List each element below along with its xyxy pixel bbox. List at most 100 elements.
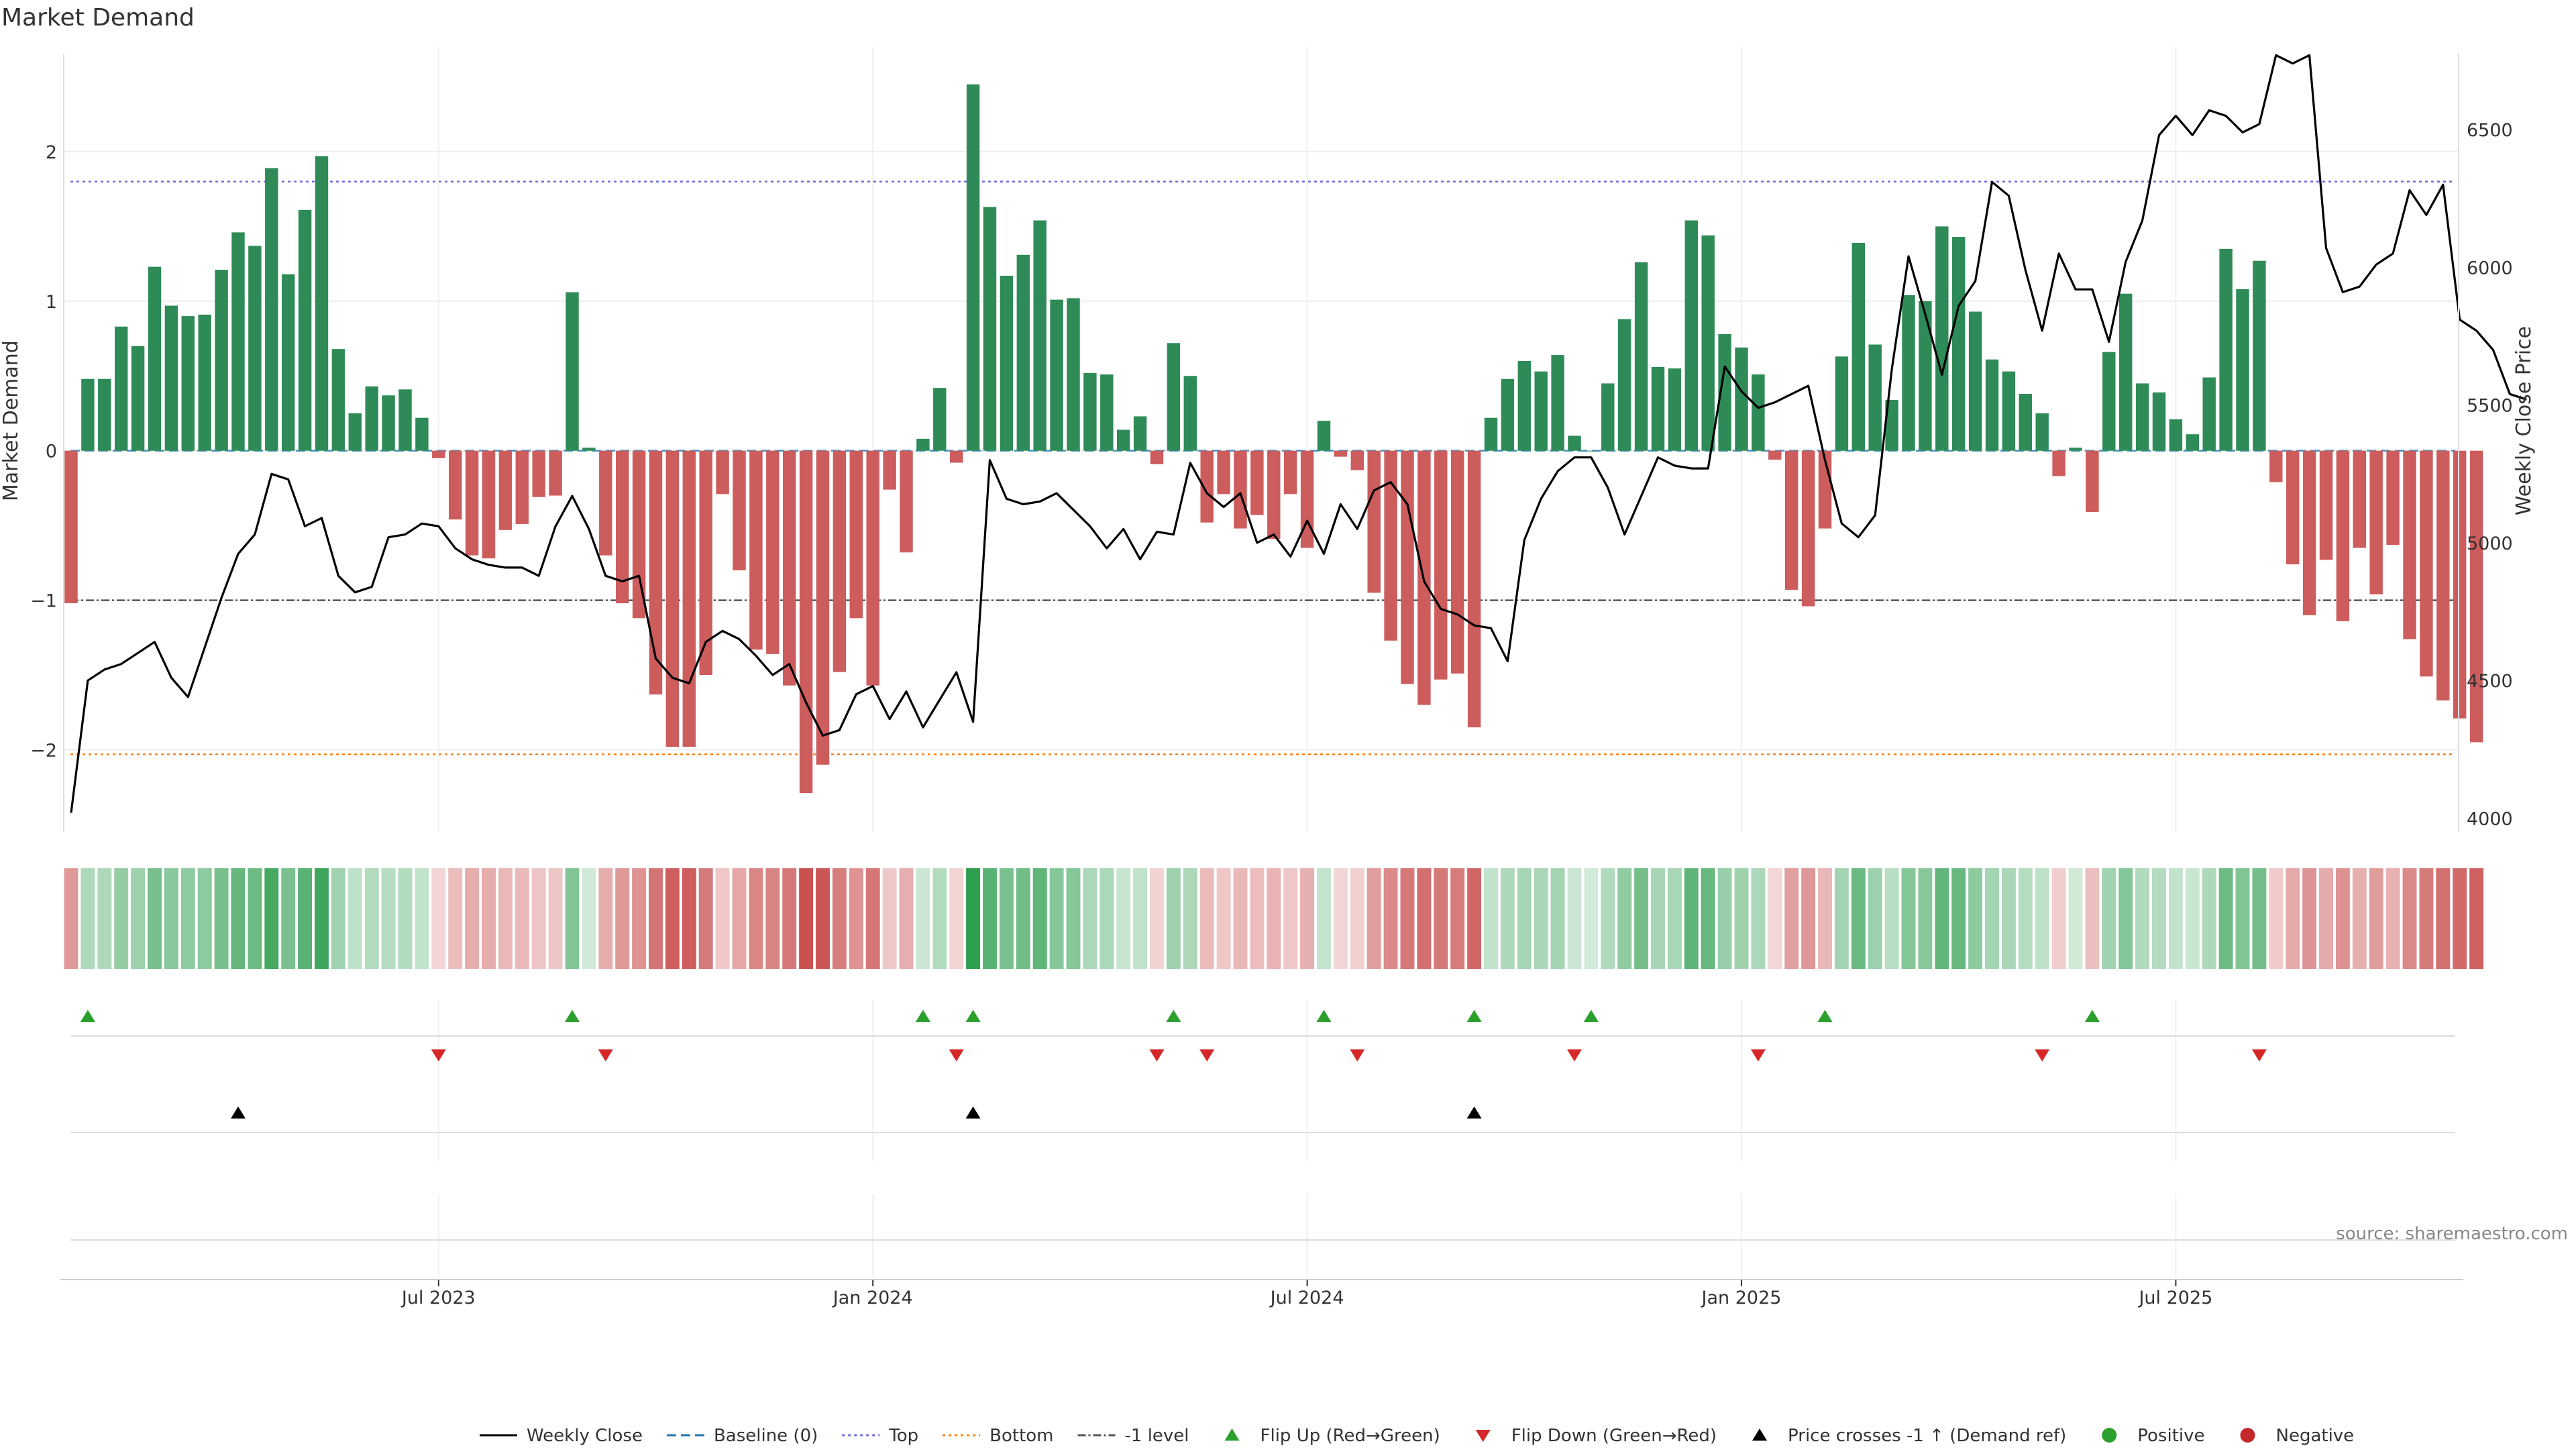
heat-cell [331, 868, 345, 969]
legend-label: Baseline (0) [714, 1426, 818, 1446]
heat-cell [2319, 868, 2333, 969]
demand-bar [1968, 311, 1982, 451]
demand-bar [1951, 237, 1966, 451]
demand-bar [1234, 450, 1247, 529]
heat-cell [398, 868, 413, 969]
axes: −2 −1 0 1 2 4000 4500 5000 5500 6000 6500 Jul 2023 J… [30, 54, 2513, 1308]
heat-cell [2185, 868, 2200, 969]
heat-cell [1651, 868, 1665, 969]
demand-bar [1935, 226, 1949, 451]
heat-cell [1066, 868, 1081, 969]
heat-cell [531, 868, 546, 969]
legend-label: Negative [2276, 1426, 2355, 1446]
heat-cell [1935, 868, 1949, 969]
legend-label: Flip Up (Red→Green) [1260, 1426, 1440, 1446]
heat-cell [364, 868, 379, 969]
heat-cell [2152, 868, 2166, 969]
demand-bar [432, 450, 445, 458]
demand-bar [1016, 254, 1030, 451]
heat-cell [1400, 868, 1415, 969]
heat-cell [148, 868, 162, 969]
legend-label: Top [888, 1426, 918, 1446]
heat-cell [1484, 868, 1498, 969]
demand-bar [1250, 450, 1264, 515]
heat-cell [2369, 868, 2383, 969]
heat-cell [2469, 868, 2484, 969]
heat-cell [1567, 868, 1582, 969]
heat-cell [665, 868, 680, 969]
heat-cell [1517, 868, 1532, 969]
flip-down-marker [2035, 1049, 2050, 1061]
legend-item: Price crosses -1 ↑ (Demand ref) [1752, 1426, 2066, 1446]
demand-bar [198, 314, 211, 451]
heat-cell [1216, 868, 1231, 969]
demand-bar [265, 168, 278, 451]
heat-cell [347, 868, 362, 969]
heat-cell [1333, 868, 1348, 969]
heat-cell [632, 868, 647, 969]
heat-cell [1717, 868, 1732, 969]
heat-cell [1233, 868, 1248, 969]
heat-cell [749, 868, 763, 969]
heat-cell [1550, 868, 1565, 969]
demand-bar [766, 450, 780, 654]
heat-cell [214, 868, 229, 969]
demand-bar [1701, 235, 1715, 451]
heat-cell [1601, 868, 1615, 969]
heat-cell [1133, 868, 1148, 969]
demand-bar [532, 450, 545, 497]
demand-bar [248, 246, 262, 451]
x-tick-label: Jul 2023 [400, 1288, 476, 1308]
heat-cell [1083, 868, 1097, 969]
heat-cell [715, 868, 730, 969]
heat-cell [1467, 868, 1482, 969]
heat-cell [248, 868, 262, 969]
legend-item: Bottom [943, 1426, 1054, 1446]
demand-bar [649, 450, 663, 694]
demand-bar [281, 274, 295, 451]
demand-bar [348, 413, 362, 451]
flip-down-marker [2251, 1049, 2267, 1061]
demand-bar [2269, 450, 2283, 482]
heat-cell [1884, 868, 1899, 969]
demand-bar [448, 450, 462, 520]
demand-bar [2202, 377, 2216, 451]
legend: Weekly Close Baseline (0) Top Bottom -1 leve… [480, 1426, 2354, 1446]
demand-bar [1300, 450, 1314, 548]
heat-cell [1868, 868, 1882, 969]
demand-bar [482, 450, 496, 559]
heat-cell [482, 868, 496, 969]
heat-cell [1667, 868, 1682, 969]
demand-bar [966, 84, 980, 451]
heat-cell [1417, 868, 1432, 969]
heat-cell [983, 868, 997, 969]
heat-cell [1166, 868, 1181, 969]
heat-cell [1784, 868, 1799, 969]
demand-bar [1200, 450, 1214, 523]
flip-up-marker [965, 1010, 981, 1022]
demand-bar [1334, 450, 1348, 457]
heat-cell [1500, 868, 1515, 969]
heat-cell [765, 868, 780, 969]
heat-cell [1283, 868, 1298, 969]
heat-cell [598, 868, 613, 969]
heat-cell [1450, 868, 1465, 969]
heat-cell [582, 868, 596, 969]
demand-bar [883, 450, 896, 490]
flip-down-marker [1567, 1049, 1582, 1061]
demand-bar [1768, 450, 1782, 460]
legend-swatch-circle [2102, 1428, 2117, 1443]
heat-cell [298, 868, 313, 969]
heat-cell [882, 868, 897, 969]
heat-cell [1183, 868, 1197, 969]
x-tick-label: Jul 2024 [1269, 1288, 1344, 1308]
demand-bar [365, 386, 378, 451]
demand-bar [1217, 450, 1230, 495]
heat-cell [515, 868, 529, 969]
demand-bar [983, 207, 997, 451]
y-tick-label: 0 [46, 442, 57, 462]
demand-bar [849, 450, 863, 619]
demand-bar [1668, 368, 1682, 451]
demand-bar [916, 438, 930, 451]
